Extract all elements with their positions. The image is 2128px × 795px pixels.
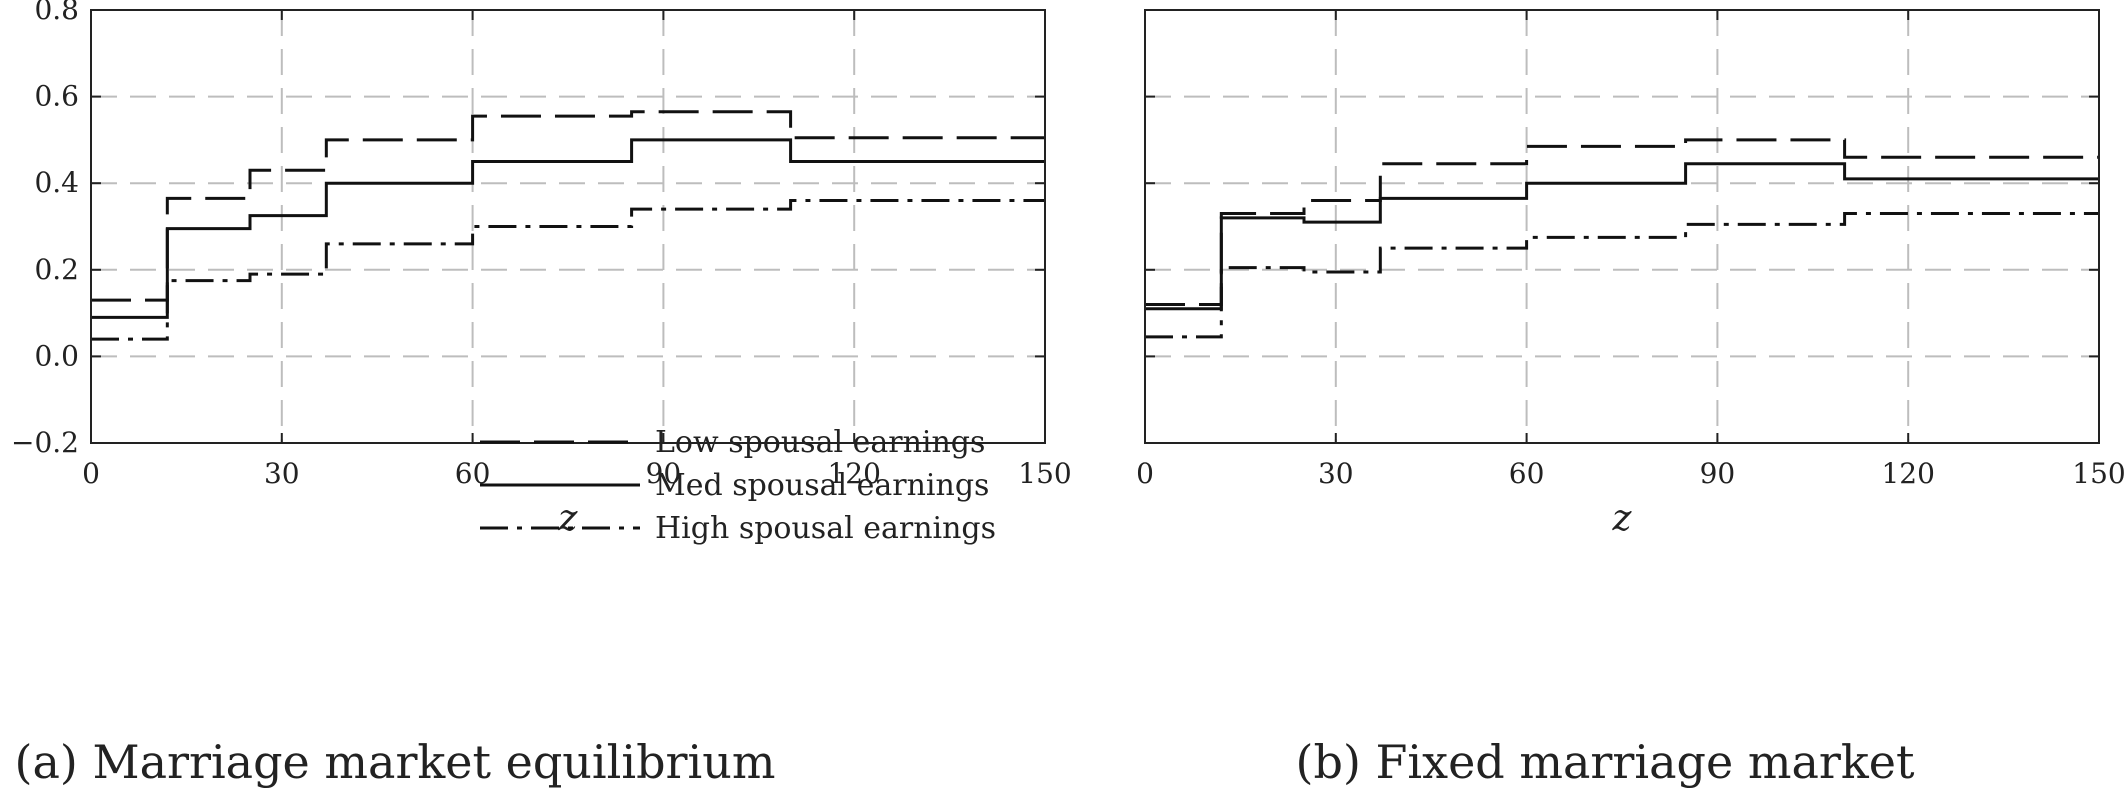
x-tick-label: 0	[1136, 457, 1154, 490]
x-tick-label: 60	[1509, 457, 1545, 490]
y-tick-label: −0.2	[11, 426, 79, 459]
chart-panel-a: 0 30 60 90 120 150−0.20.00.20.40.60.8z(a) Mar…	[11, 0, 1072, 789]
plot-frame	[1144, 9, 2100, 444]
y-tick-label: 0.2	[34, 253, 79, 286]
series-line-med	[1145, 162, 2099, 311]
y-tick-label: 0.4	[34, 166, 79, 199]
x-tick-label: 0	[82, 457, 100, 490]
x-tick-label: 30	[264, 457, 300, 490]
series-line-high	[91, 199, 1045, 341]
y-tick-label: 0.6	[34, 80, 79, 113]
series-line-low	[1145, 138, 2099, 306]
x-tick-label: 90	[646, 457, 682, 490]
x-axis-label: z	[558, 498, 579, 539]
panel-caption: (a) Marriage market equilibrium	[15, 735, 776, 789]
x-tick-label: 120	[827, 457, 880, 490]
y-tick-label: 0.0	[34, 339, 79, 372]
x-tick-label: 120	[1881, 457, 1934, 490]
legend-label-med: Med spousal earnings	[655, 468, 989, 503]
series-line-low	[91, 110, 1045, 302]
y-tick-label: 0.8	[34, 0, 79, 26]
x-tick-label: 30	[1318, 457, 1354, 490]
series-line-med	[91, 138, 1045, 319]
x-tick-label: 150	[1018, 457, 1071, 490]
legend-label-high: High spousal earnings	[655, 511, 996, 546]
x-tick-label: 90	[1700, 457, 1736, 490]
panel-caption: (b) Fixed marriage market	[1296, 735, 1915, 789]
x-axis-label: z	[1612, 498, 1633, 539]
legend: Low spousal earnings Med spousal earnings…	[480, 425, 996, 546]
x-tick-label: 150	[2072, 457, 2125, 490]
series-line-high	[1145, 212, 2099, 339]
plot-frame	[90, 9, 1046, 444]
legend-label-low: Low spousal earnings	[655, 425, 985, 460]
chart-panel-b: 0 30 60 90 120 150 z (b) Fixed marriage market	[1136, 9, 2126, 789]
